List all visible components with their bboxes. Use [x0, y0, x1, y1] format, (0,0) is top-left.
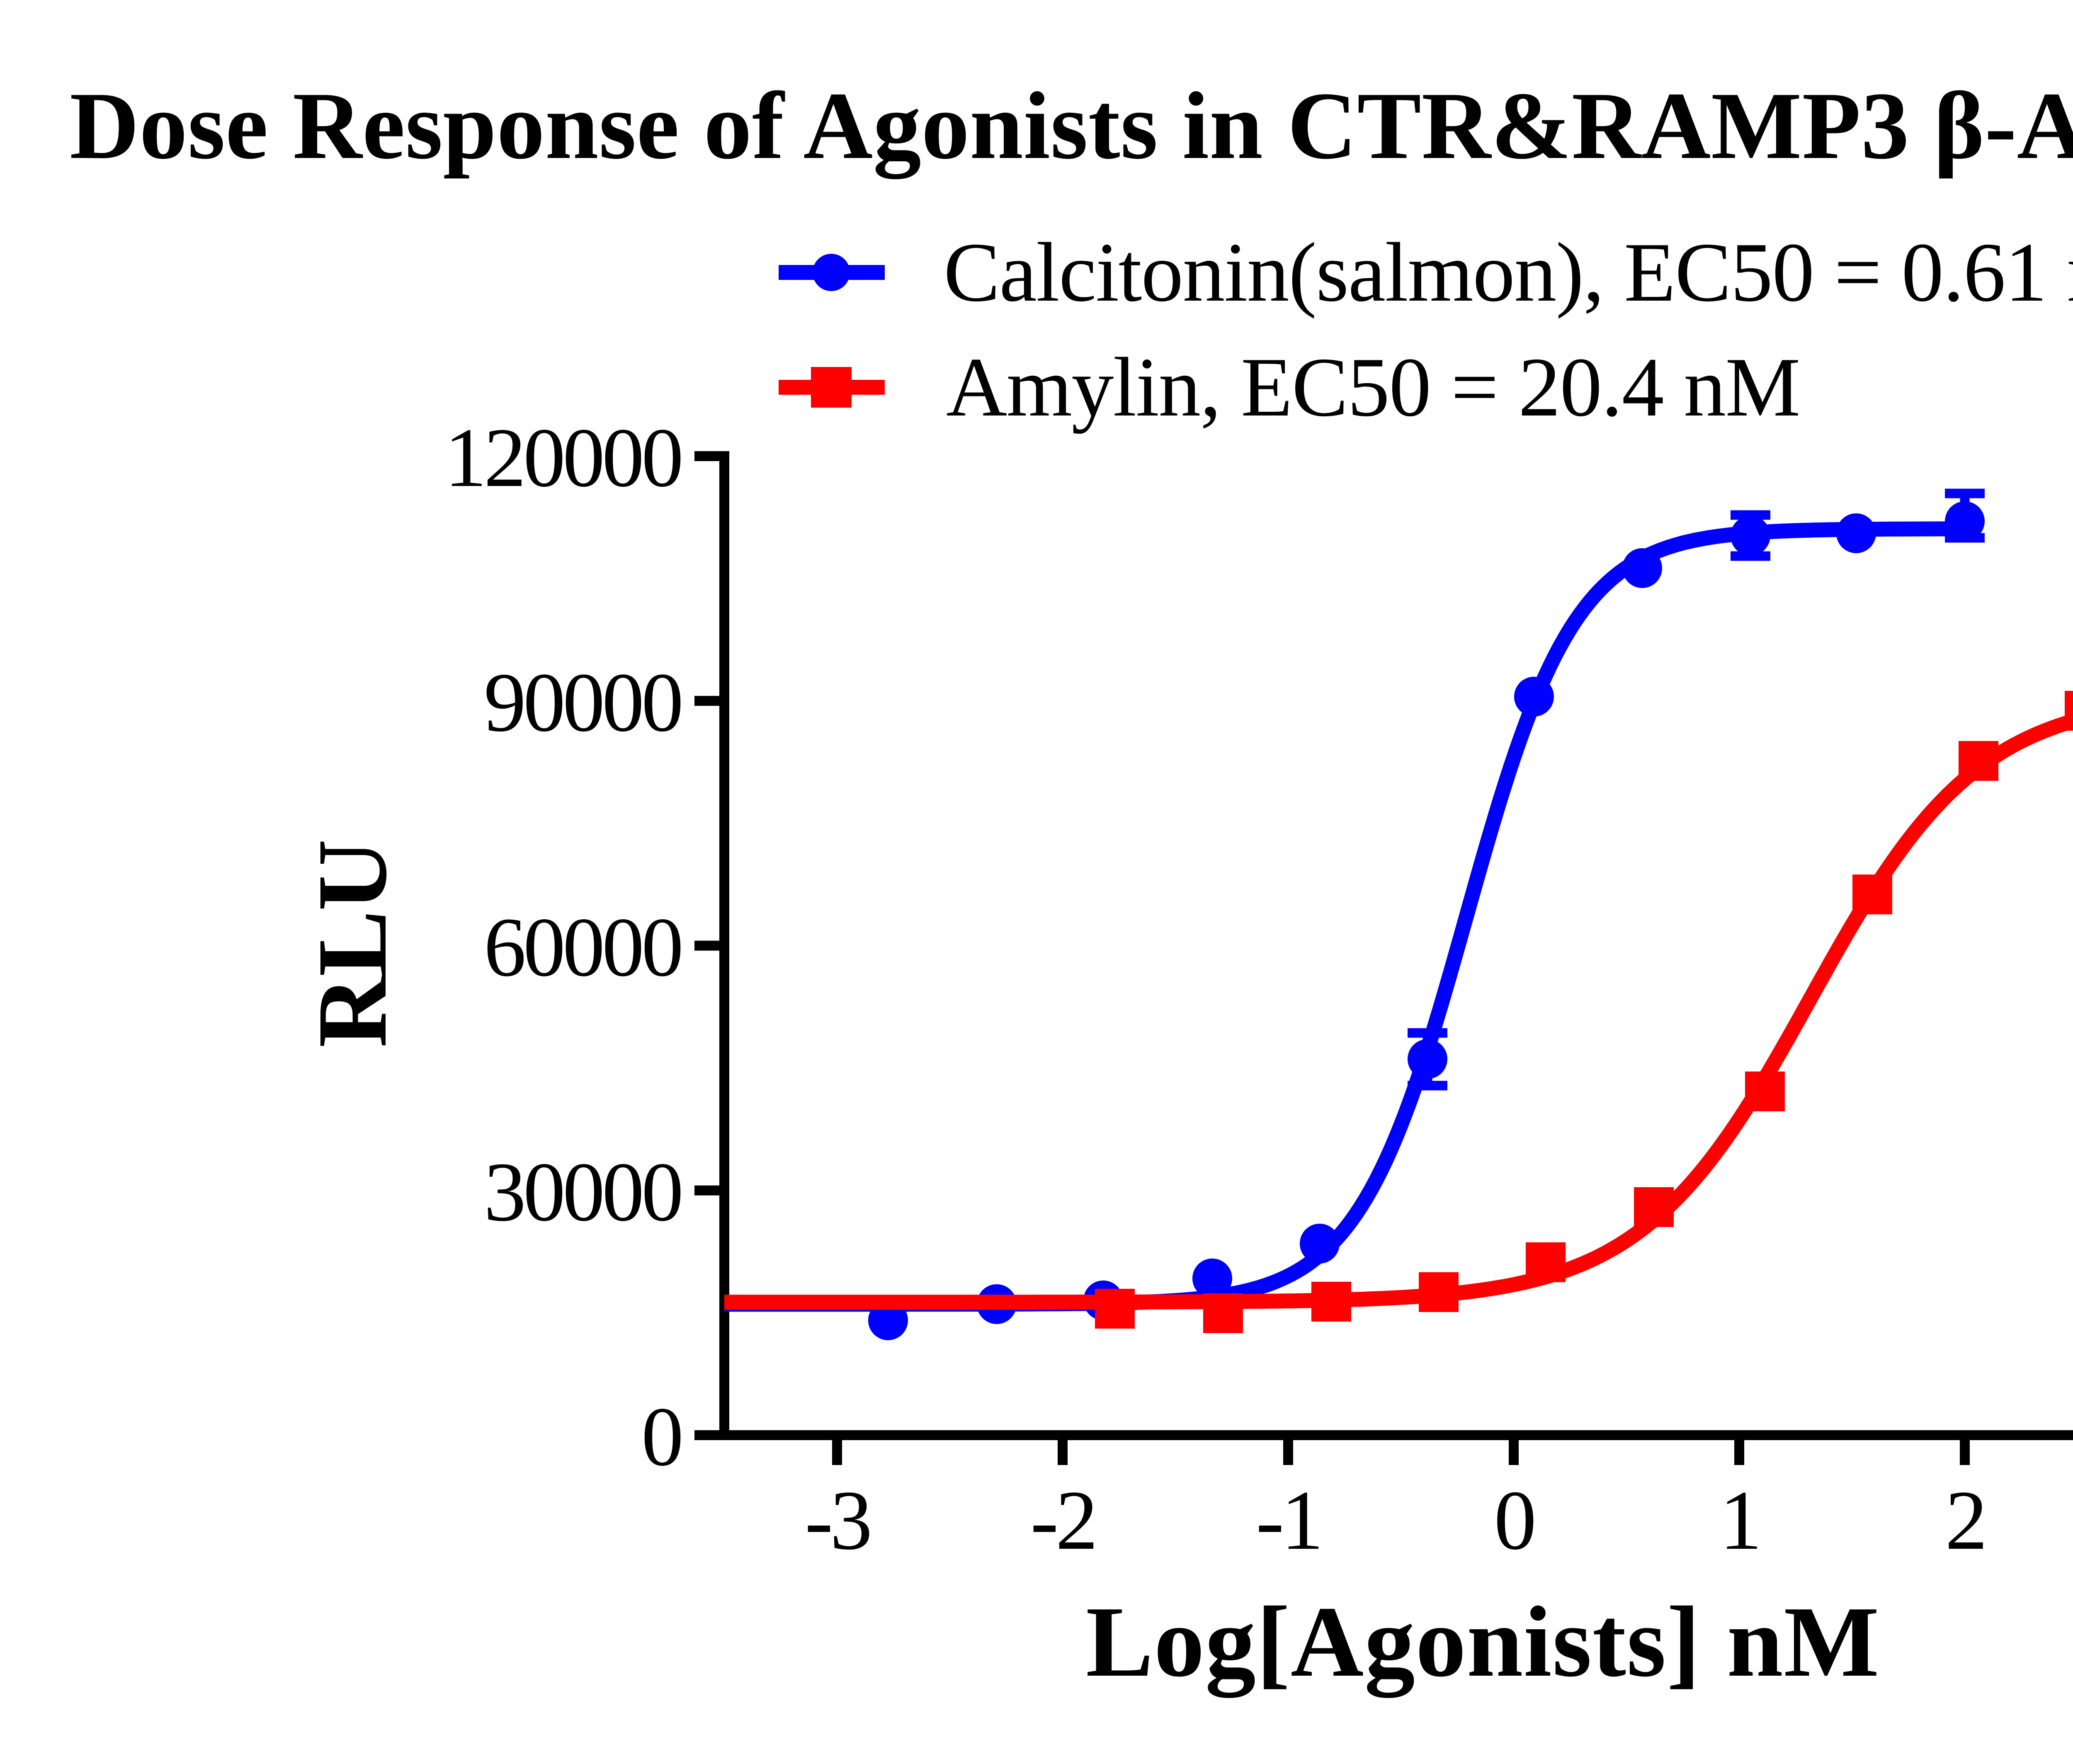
svg-text:-3: -3: [805, 1473, 869, 1567]
svg-text:Amylin, EC50 = 20.4 nM: Amylin, EC50 = 20.4 nM: [946, 340, 1800, 434]
svg-text:RLU: RLU: [297, 840, 407, 1048]
svg-text:0: 0: [641, 1390, 681, 1484]
svg-text:Log[Agonists] nM: Log[Agonists] nM: [1086, 1586, 1880, 1698]
svg-text:2: 2: [1945, 1473, 1985, 1567]
svg-text:60000: 60000: [484, 901, 681, 994]
svg-text:Calcitonin(salmon), EC50 = 0.6: Calcitonin(salmon), EC50 = 0.61 nM: [944, 226, 2073, 319]
svg-text:1: 1: [1720, 1473, 1759, 1567]
svg-text:90000: 90000: [484, 656, 681, 749]
svg-text:0: 0: [1494, 1473, 1534, 1567]
svg-text:-2: -2: [1030, 1473, 1095, 1567]
svg-text:Dose Response of Agonists in C: Dose Response of Agonists in CTR&RAMP3 β…: [70, 73, 2073, 179]
svg-text:120000: 120000: [444, 411, 681, 505]
svg-text:30000: 30000: [484, 1145, 681, 1239]
svg-text:-1: -1: [1256, 1473, 1321, 1567]
